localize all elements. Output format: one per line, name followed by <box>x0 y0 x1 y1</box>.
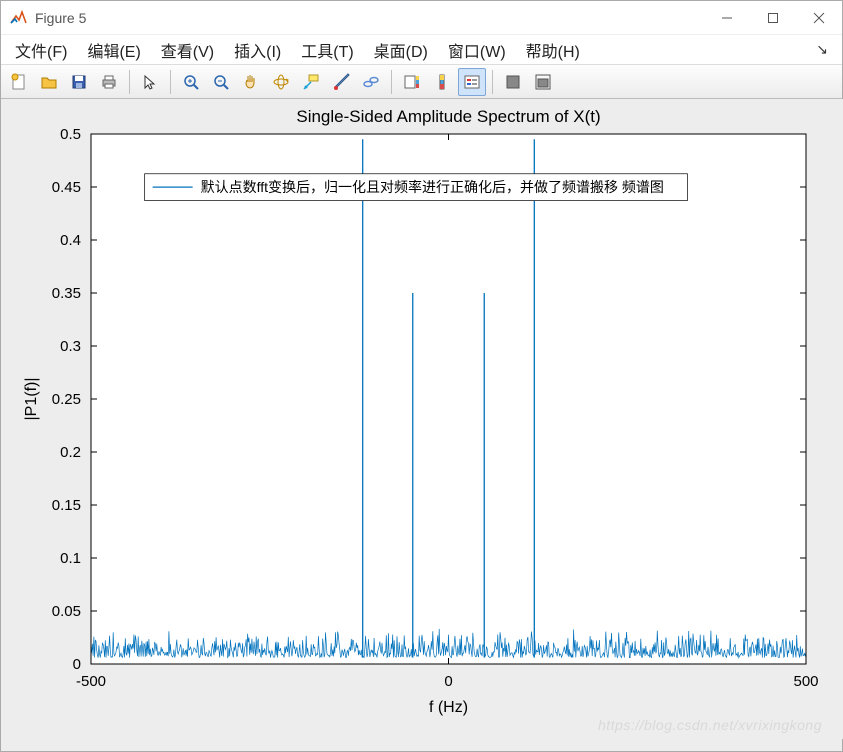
insert-colorbar-button[interactable] <box>398 68 426 96</box>
menu-overflow-icon[interactable]: ↘ <box>816 41 836 58</box>
ytick-label: 0.35 <box>52 285 81 302</box>
toolbar-sep-1 <box>129 70 130 94</box>
matlab-icon <box>9 9 27 27</box>
xtick-label: 500 <box>793 673 818 690</box>
menu-view[interactable]: 查看(V) <box>153 36 222 64</box>
ytick-label: 0.4 <box>60 232 81 249</box>
data-cursor-button[interactable] <box>297 68 325 96</box>
zoom-in-button[interactable] <box>177 68 205 96</box>
print-button[interactable] <box>95 68 123 96</box>
dock-figure-button[interactable] <box>529 68 557 96</box>
menu-file[interactable]: 文件(F) <box>7 36 75 64</box>
brush-button[interactable] <box>327 68 355 96</box>
ytick-label: 0.2 <box>60 444 81 461</box>
menubar: 文件(F) 编辑(E) 查看(V) 插入(I) 工具(T) 桌面(D) 窗口(W… <box>1 35 842 65</box>
colorbar-button[interactable] <box>428 68 456 96</box>
figure-area: -500050000.050.10.150.20.250.30.350.40.4… <box>1 99 842 751</box>
link-button[interactable] <box>357 68 385 96</box>
xtick-label: -500 <box>76 673 106 690</box>
amplitude-spectrum-chart: -500050000.050.10.150.20.250.30.350.40.4… <box>1 99 843 739</box>
toolbar-sep-2 <box>170 70 171 94</box>
ytick-label: 0.45 <box>52 179 81 196</box>
rotate-3d-button[interactable] <box>267 68 295 96</box>
ytick-label: 0.05 <box>52 603 81 620</box>
menu-edit[interactable]: 编辑(E) <box>79 36 148 64</box>
menu-insert[interactable]: 插入(I) <box>226 36 289 64</box>
pan-button[interactable] <box>237 68 265 96</box>
toolbar-sep-3 <box>391 70 392 94</box>
hide-plot-tools-button[interactable] <box>499 68 527 96</box>
ytick-label: 0.5 <box>60 126 81 143</box>
chart-xlabel: f (Hz) <box>429 699 468 716</box>
close-button[interactable] <box>796 1 842 35</box>
save-button[interactable] <box>65 68 93 96</box>
chart-title: Single-Sided Amplitude Spectrum of X(t) <box>296 107 600 126</box>
toolbar <box>1 65 842 99</box>
figure-window: Figure 5 文件(F) 编辑(E) 查看(V) 插入(I) 工具(T) 桌… <box>0 0 843 752</box>
window-title: Figure 5 <box>35 10 86 26</box>
legend-button[interactable] <box>458 68 486 96</box>
ytick-label: 0.3 <box>60 338 81 355</box>
ytick-label: 0 <box>73 656 81 673</box>
menu-help[interactable]: 帮助(H) <box>518 36 588 64</box>
titlebar: Figure 5 <box>1 1 842 35</box>
ytick-label: 0.25 <box>52 391 81 408</box>
toolbar-sep-4 <box>492 70 493 94</box>
menu-window[interactable]: 窗口(W) <box>440 36 514 64</box>
xtick-label: 0 <box>444 673 452 690</box>
zoom-out-button[interactable] <box>207 68 235 96</box>
ytick-label: 0.1 <box>60 550 81 567</box>
ytick-label: 0.15 <box>52 497 81 514</box>
new-figure-button[interactable] <box>5 68 33 96</box>
maximize-button[interactable] <box>750 1 796 35</box>
menu-tools[interactable]: 工具(T) <box>293 36 361 64</box>
pointer-button[interactable] <box>136 68 164 96</box>
legend-label: 默认点数fft变换后，归一化且对频率进行正确化后，并做了频谱搬移 频谱图 <box>201 179 664 195</box>
minimize-button[interactable] <box>704 1 750 35</box>
open-button[interactable] <box>35 68 63 96</box>
chart-ylabel: |P1(f)| <box>23 378 40 421</box>
menu-desktop[interactable]: 桌面(D) <box>366 36 436 64</box>
